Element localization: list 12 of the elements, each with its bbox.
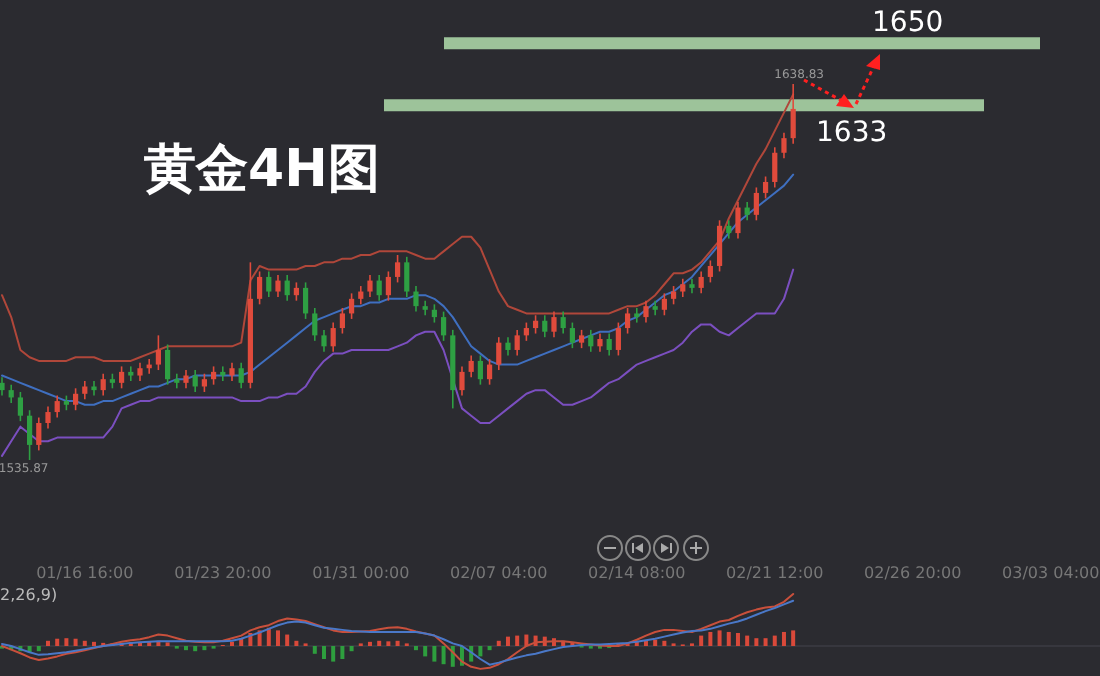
x-tick-label: 02/26 20:00	[864, 564, 962, 582]
x-tick-label: 02/21 12:00	[726, 564, 824, 582]
x-tick-label: 02/07 04:00	[450, 564, 548, 582]
x-tick-label: 02/14 08:00	[588, 564, 686, 582]
x-tick-label: 03/03 04:00	[1002, 564, 1100, 582]
annotation: 2,26,9)	[0, 586, 58, 604]
x-tick-label: 01/16 16:00	[36, 564, 134, 582]
ref-line-label: 1633	[816, 117, 888, 150]
ref-line-label: 1650	[872, 7, 944, 40]
text: 黄金4H图	[142, 140, 380, 200]
x-tick-label: 01/23 20:00	[174, 564, 272, 582]
x-tick-label: 01/31 00:00	[312, 564, 410, 582]
